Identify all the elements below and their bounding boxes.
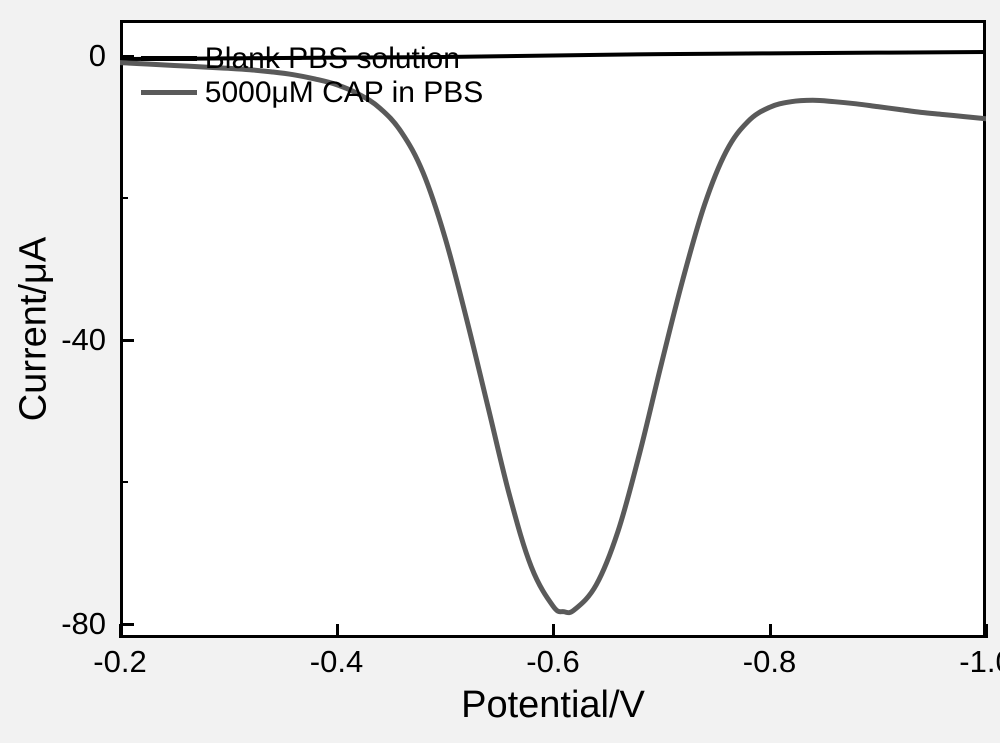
x-tick-label-3: -0.8	[743, 644, 796, 680]
series-1	[120, 63, 986, 613]
legend-swatch-1	[141, 90, 197, 95]
x-tick-label-4: -1.0	[959, 644, 1000, 680]
figure-frame: -0.2 -0.4 -0.6 -0.8 -1.0 0 -40 -80 Poten…	[0, 0, 1000, 743]
x-tick	[336, 624, 339, 638]
legend-label-0: Blank PBS solution	[205, 42, 460, 76]
legend-entry-0: Blank PBS solution	[141, 42, 484, 76]
x-tick	[119, 624, 122, 638]
y-tick	[120, 55, 134, 58]
x-tick-label-0: -0.2	[93, 644, 146, 680]
legend: Blank PBS solution 5000μM CAP in PBS	[141, 42, 484, 110]
x-tick-label-1: -0.4	[310, 644, 363, 680]
legend-swatch-0	[141, 56, 197, 61]
y-tick-label-0: 0	[46, 38, 106, 74]
y-tick-label-2: -80	[46, 606, 106, 642]
y-tick	[120, 623, 134, 626]
legend-label-1: 5000μM CAP in PBS	[205, 76, 484, 110]
legend-entry-1: 5000μM CAP in PBS	[141, 76, 484, 110]
x-tick	[985, 624, 988, 638]
x-axis-title: Potential/V	[461, 684, 645, 727]
y-tick-minor	[120, 481, 128, 483]
x-tick	[552, 624, 555, 638]
chart-svg	[0, 0, 1000, 743]
y-tick	[120, 339, 134, 342]
x-tick	[769, 624, 772, 638]
x-tick-label-2: -0.6	[526, 644, 579, 680]
y-axis-title: Current/μA	[13, 237, 56, 422]
y-tick-minor	[120, 197, 128, 199]
